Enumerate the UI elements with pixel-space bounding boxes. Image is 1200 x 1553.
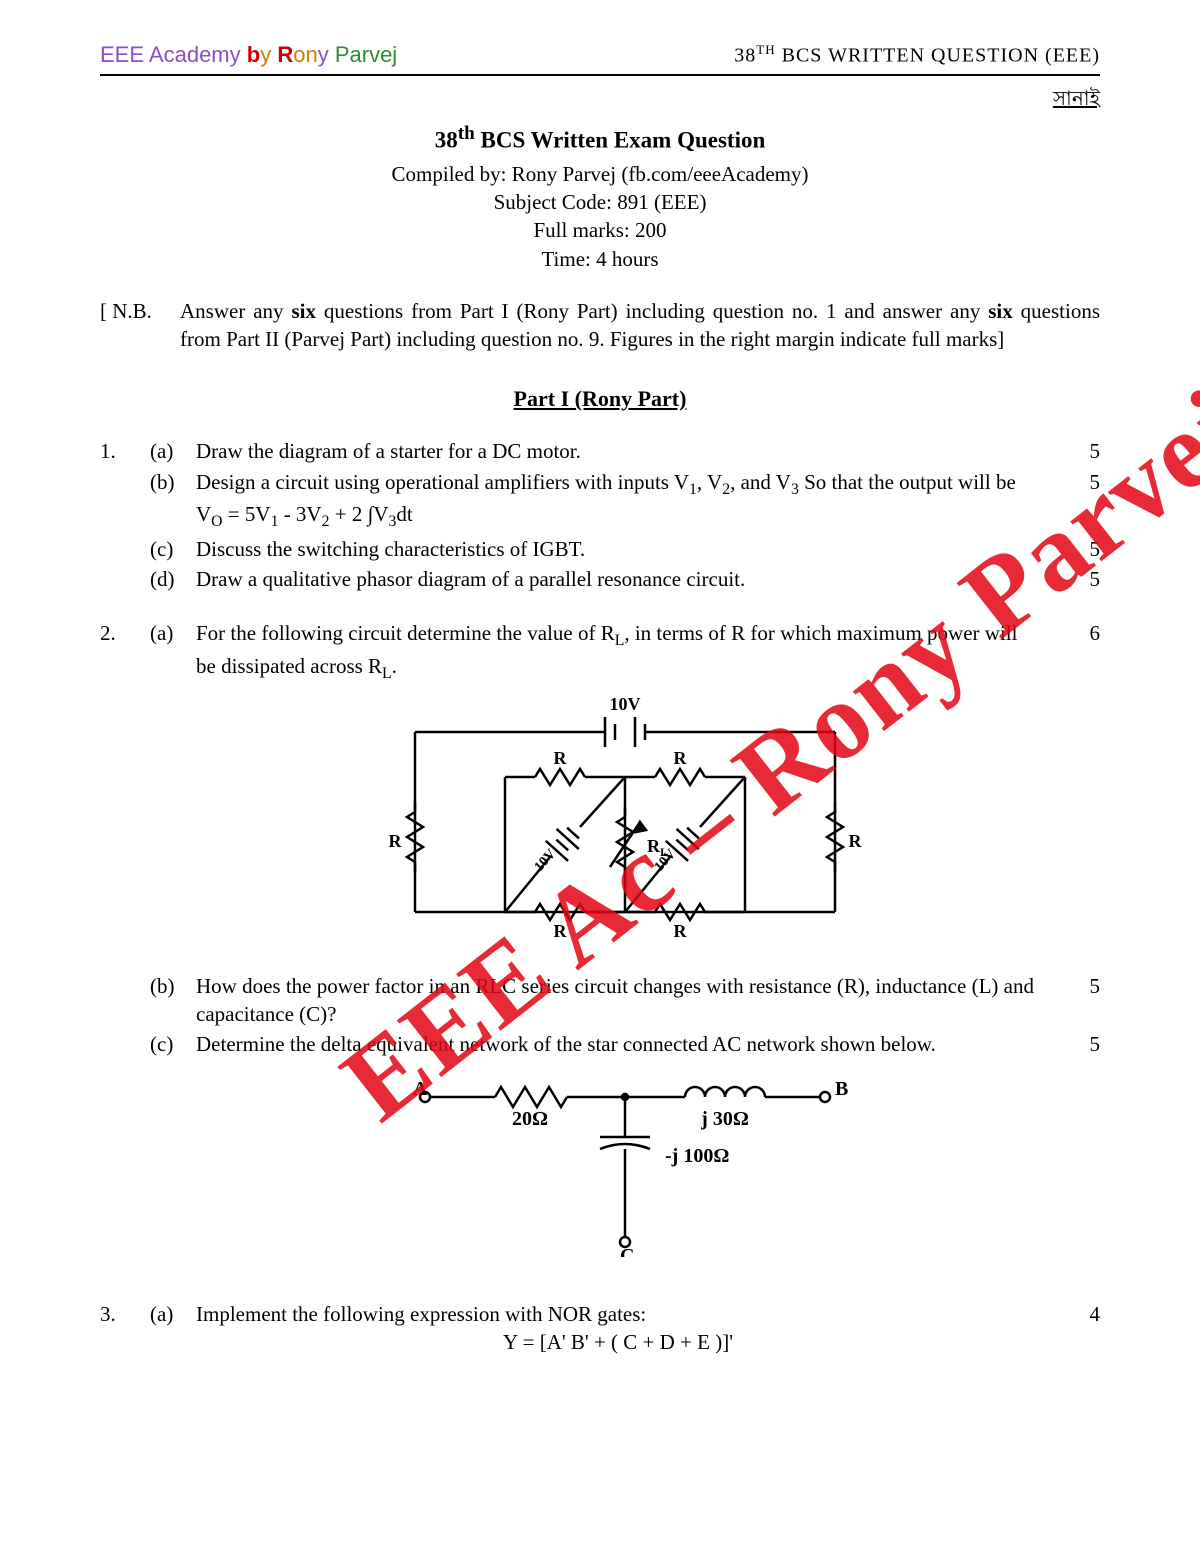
academy-part-2: b: [247, 42, 260, 67]
q2b-marks: 5: [1060, 972, 1100, 1029]
nb-mid1: questions from Part I (Rony Part) includ…: [316, 299, 988, 323]
title-block: 38th BCS Written Exam Question Compiled …: [100, 121, 1100, 273]
academy-name: EEE Academy by Rony Parvej: [100, 40, 397, 70]
nb-pre: Answer any: [180, 299, 291, 323]
label-j30: j 30Ω: [700, 1108, 749, 1130]
q2a-text: For the following circuit determine the …: [196, 619, 1060, 684]
q3a-stem: Implement the following expression with …: [196, 1302, 646, 1326]
q2a: (a) For the following circuit determine …: [150, 619, 1100, 684]
q3a-text: Implement the following expression with …: [196, 1300, 1060, 1357]
label-j100: -j 100Ω: [665, 1145, 729, 1167]
question-3: 3. (a) Implement the following expressio…: [100, 1300, 1100, 1359]
q1d: (d) Draw a qualitative phasor diagram of…: [150, 565, 1100, 593]
academy-part-5: on: [293, 42, 317, 67]
time: Time: 4 hours: [100, 245, 1100, 273]
label-R-t2: R: [674, 748, 688, 768]
subject-code: Subject Code: 891 (EEE): [100, 188, 1100, 216]
full-marks: Full marks: 200: [100, 216, 1100, 244]
academy-part-7: Parvej: [335, 42, 397, 67]
circuit-diagram-1: 10V R R R R R R RL 10V 10V: [150, 692, 1100, 959]
q1c-label: (c): [150, 535, 196, 563]
q1b-marks: 5: [1060, 468, 1100, 533]
q1d-marks: 5: [1060, 565, 1100, 593]
q2c-label: (c): [150, 1030, 196, 1058]
academy-part-3: y: [260, 42, 277, 67]
q1b-label: (b): [150, 468, 196, 533]
q1a-marks: 5: [1060, 437, 1100, 465]
q1-num: 1.: [100, 437, 150, 595]
label-10v-top: 10V: [610, 694, 641, 714]
q1a-label: (a): [150, 437, 196, 465]
q3a-formula: Y = [A' B' + ( C + D + E )]': [196, 1328, 1040, 1356]
label-R-t1: R: [554, 748, 568, 768]
question-1: 1. (a) Draw the diagram of a starter for…: [100, 437, 1100, 595]
label-R-right: R: [849, 831, 863, 851]
q1d-label: (d): [150, 565, 196, 593]
academy-part-4: R: [277, 42, 293, 67]
nb-block: [ N.B. Answer any six questions from Par…: [100, 297, 1100, 354]
q3-num: 3.: [100, 1300, 150, 1359]
q1c-text: Discuss the switching characteristics of…: [196, 535, 1060, 563]
circuit-diagram-2: A B C 20Ω j 30Ω -j 100Ω: [150, 1067, 1100, 1264]
header-right: 38TH BCS WRITTEN QUESTION (EEE): [734, 41, 1100, 70]
q3a-label: (a): [150, 1300, 196, 1357]
nb-label: [ N.B.: [100, 297, 180, 354]
label-R-b2: R: [674, 921, 688, 941]
main-title: 38th BCS Written Exam Question: [100, 121, 1100, 156]
q1b-text: Design a circuit using operational ampli…: [196, 468, 1060, 533]
nb-text: Answer any six questions from Part I (Ro…: [180, 297, 1100, 354]
q2a-label: (a): [150, 619, 196, 684]
q1d-text: Draw a qualitative phasor diagram of a p…: [196, 565, 1060, 593]
q1c: (c) Discuss the switching characteristic…: [150, 535, 1100, 563]
label-B: B: [835, 1078, 848, 1100]
top-link: সানাই: [100, 86, 1100, 113]
q2c-marks: 5: [1060, 1030, 1100, 1058]
label-10v-d1: 10V: [532, 847, 559, 875]
academy-part-6: y: [318, 42, 335, 67]
q2a-marks: 6: [1060, 619, 1100, 684]
q2-num: 2.: [100, 619, 150, 1276]
nb-bold1: six: [291, 299, 316, 323]
label-C: C: [620, 1245, 634, 1257]
q1c-marks: 5: [1060, 535, 1100, 563]
q2b: (b) How does the power factor in an RLC …: [150, 972, 1100, 1029]
q1a: (a) Draw the diagram of a starter for a …: [150, 437, 1100, 465]
page-header: EEE Academy by Rony Parvej 38TH BCS WRIT…: [100, 40, 1100, 76]
academy-part-1: EEE Academy: [100, 42, 247, 67]
q3a-marks: 4: [1060, 1300, 1100, 1357]
nb-bold2: six: [988, 299, 1013, 323]
q1a-text: Draw the diagram of a starter for a DC m…: [196, 437, 1060, 465]
question-2: 2. (a) For the following circuit determi…: [100, 619, 1100, 1276]
label-R-b1: R: [554, 921, 568, 941]
part-heading: Part I (Rony Part): [100, 384, 1100, 414]
compiled-by: Compiled by: Rony Parvej (fb.com/eeeAcad…: [100, 160, 1100, 188]
label-20ohm: 20Ω: [512, 1108, 548, 1130]
label-A: A: [413, 1078, 428, 1100]
label-R-left: R: [389, 831, 403, 851]
q2b-text: How does the power factor in an RLC seri…: [196, 972, 1060, 1029]
q3a: (a) Implement the following expression w…: [150, 1300, 1100, 1357]
q2c-text: Determine the delta equivalent network o…: [196, 1030, 1060, 1058]
q2c: (c) Determine the delta equivalent netwo…: [150, 1030, 1100, 1058]
q2b-label: (b): [150, 972, 196, 1029]
q1b: (b) Design a circuit using operational a…: [150, 468, 1100, 533]
